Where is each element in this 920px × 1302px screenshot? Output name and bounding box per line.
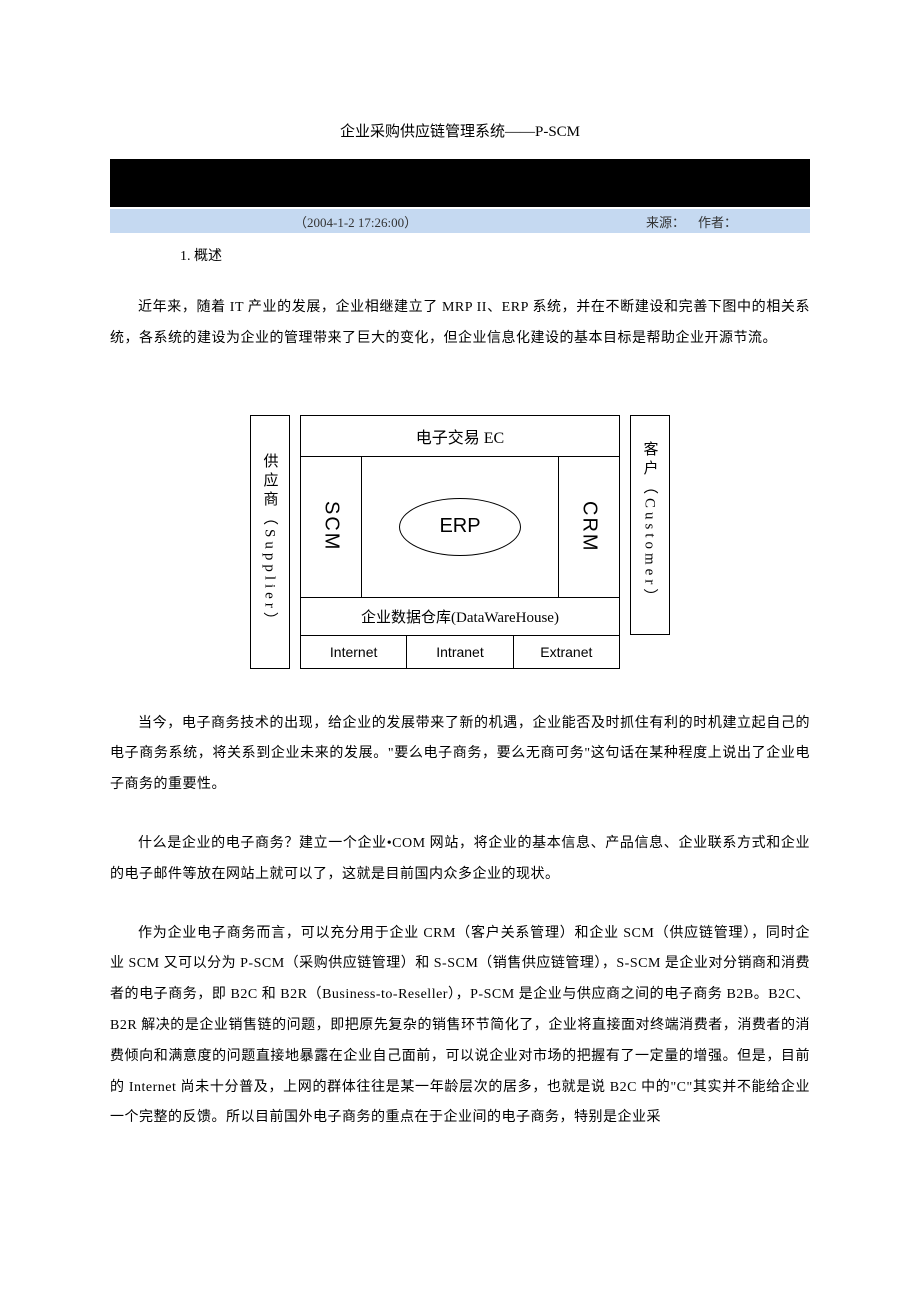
document-page: 企业采购供应链管理系统——P-SCM （2004-1-2 17:26:00） 来… <box>0 0 920 1174</box>
header-black-bar <box>110 159 810 207</box>
meta-bar: （2004-1-2 17:26:00） 来源： 作者： <box>110 209 810 233</box>
architecture-diagram: 供应商（Supplier） 电子交易 EC SCM ERP CRM 企业数据仓库… <box>110 415 810 669</box>
paragraph-3: 什么是企业的电子商务？建立一个企业•COM 网站，将企业的基本信息、产品信息、企… <box>110 829 810 891</box>
diagram-datawarehouse-row: 企业数据仓库(DataWareHouse) <box>300 597 620 636</box>
section-heading: 1. 概述 <box>180 245 810 265</box>
diagram-ec-row: 电子交易 EC <box>300 415 620 457</box>
diagram-crm-cell: CRM <box>559 457 619 597</box>
paragraph-4: 作为企业电子商务而言，可以充分用于企业 CRM（客户关系管理）和企业 SCM（供… <box>110 919 810 1135</box>
diagram-scm-label: SCM <box>320 501 343 551</box>
paragraph-2: 当今，电子商务技术的出现，给企业的发展带来了新的机遇，企业能否及时抓住有利的时机… <box>110 709 810 801</box>
diagram-network-row: Internet Intranet Extranet <box>300 636 620 669</box>
diagram-customer-label: 客户（Customer） <box>640 441 661 607</box>
diagram-erp-cell: ERP <box>362 457 559 597</box>
meta-author-label: 作者： <box>698 215 737 230</box>
meta-date: （2004-1-2 17:26:00） <box>264 212 646 231</box>
paragraph-1: 近年来，随着 IT 产业的发展，企业相继建立了 MRP II、ERP 系统，并在… <box>110 293 810 355</box>
diagram-crm-label: CRM <box>578 501 601 553</box>
diagram-scm-cell: SCM <box>301 457 362 597</box>
diagram-net-internet: Internet <box>301 636 407 668</box>
document-title: 企业采购供应链管理系统——P-SCM <box>110 120 810 141</box>
diagram-mid-row: SCM ERP CRM <box>300 457 620 597</box>
diagram-customer-box: 客户（Customer） <box>630 415 670 635</box>
diagram-supplier-box: 供应商（Supplier） <box>250 415 290 669</box>
diagram-inner: 供应商（Supplier） 电子交易 EC SCM ERP CRM 企业数据仓库… <box>250 415 670 669</box>
diagram-customer-wrap: 客户（Customer） <box>630 415 670 669</box>
diagram-net-extranet: Extranet <box>514 636 619 668</box>
diagram-net-intranet: Intranet <box>407 636 513 668</box>
meta-source-label: 来源： <box>646 215 685 230</box>
diagram-center-column: 电子交易 EC SCM ERP CRM 企业数据仓库(DataWareHouse… <box>300 415 620 669</box>
meta-source-author: 来源： 作者： <box>646 212 806 231</box>
diagram-supplier-label: 供应商（Supplier） <box>260 453 281 631</box>
diagram-erp-oval: ERP <box>399 498 521 556</box>
